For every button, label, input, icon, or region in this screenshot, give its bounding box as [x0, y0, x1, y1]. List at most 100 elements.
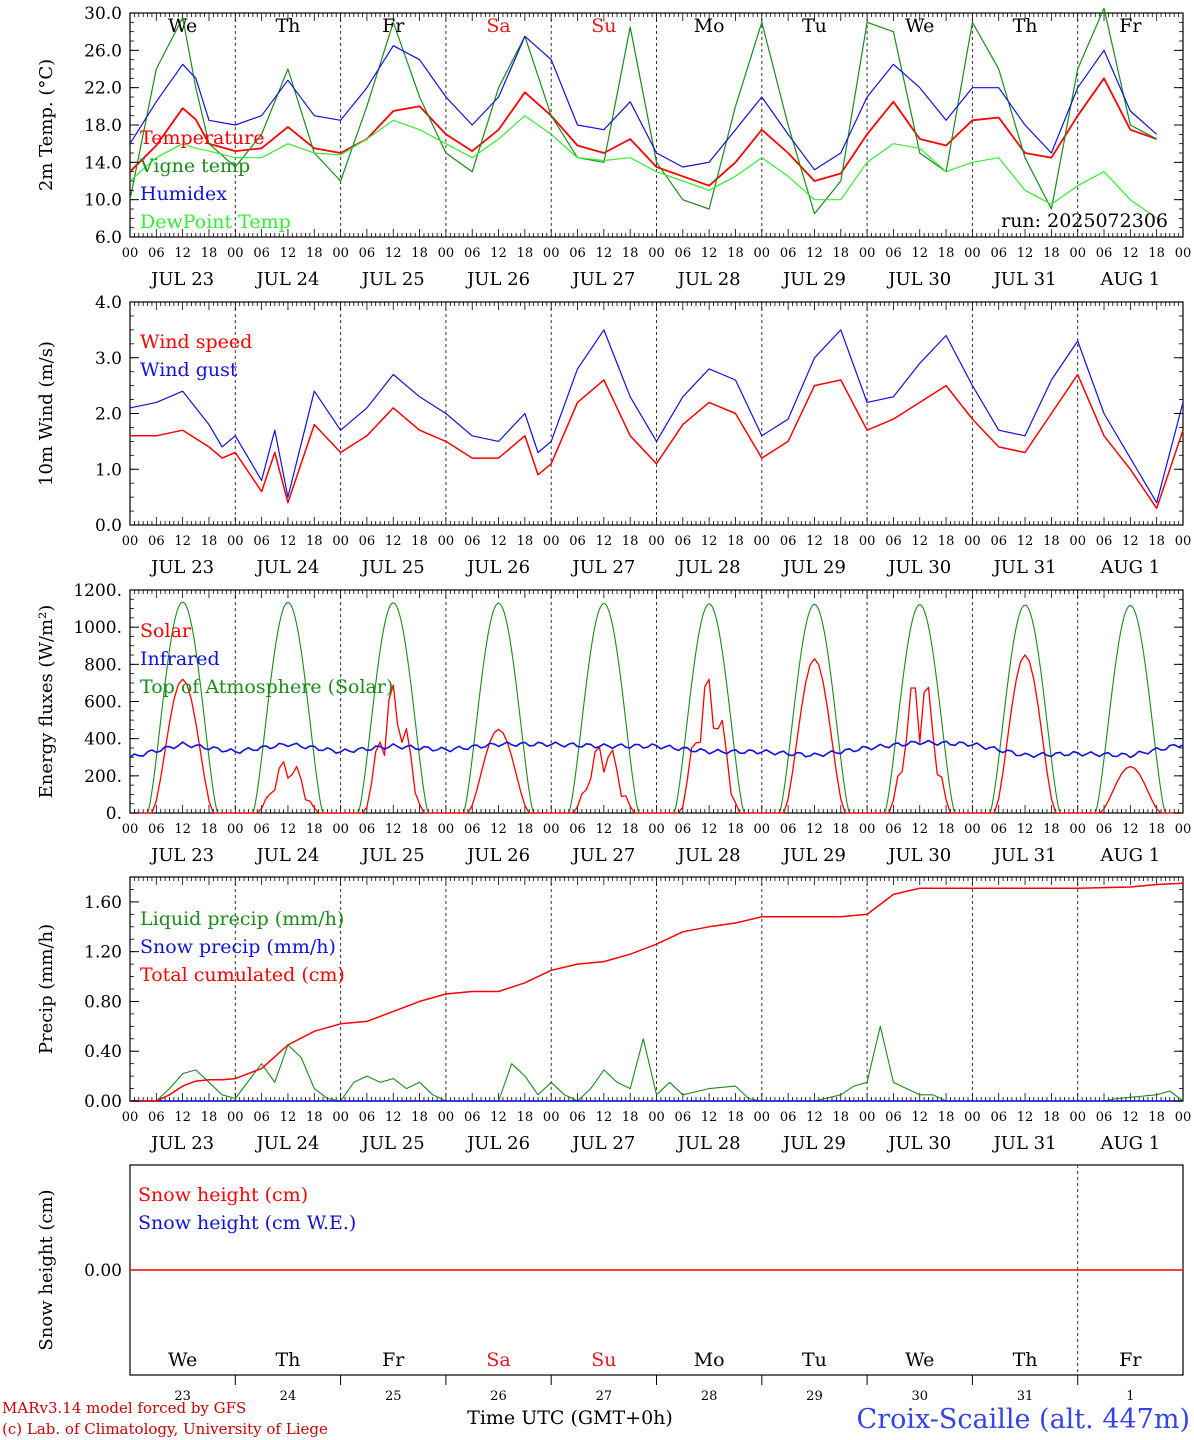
- hour-label: 06: [675, 822, 692, 837]
- hour-label: 12: [280, 534, 297, 549]
- date-label: JUL 29: [781, 269, 846, 290]
- date-label: JUL 26: [465, 1133, 530, 1154]
- panel-wind: 00 06 12 18 00 06 12 18 00 06 12 18 00 06 12 18 00 06 12 18…: [36, 293, 1191, 578]
- date-label: JUL 26: [465, 557, 530, 578]
- station-name: Croix-Scaille (alt. 447m): [857, 1404, 1190, 1435]
- legend-entry: Temperature: [140, 127, 264, 149]
- infrared-curve: [129, 739, 1184, 759]
- footer: MARv3.14 model forced by GFS (c) Lab. of …: [2, 1399, 1190, 1438]
- lab-credit: (c) Lab. of Climatology, University of L…: [2, 1420, 328, 1438]
- legend-entry: Vigne temp: [139, 155, 250, 177]
- day-label: Sa: [486, 15, 510, 37]
- legend-entry: Snow precip (mm/h): [140, 936, 336, 958]
- y-axis-title: 10m Wind (m/s): [36, 341, 57, 486]
- date-label: AUG 1: [1099, 845, 1160, 866]
- toa-curve: [761, 603, 868, 814]
- legend-entry: Solar: [140, 620, 192, 642]
- day-label: Su: [591, 15, 616, 37]
- toa-curve: [445, 602, 552, 814]
- hour-label: 06: [359, 1110, 376, 1125]
- hour-label: 06: [253, 246, 270, 261]
- hour-label: 18: [727, 822, 744, 837]
- toa-curve: [1077, 604, 1183, 814]
- hour-label: 18: [1043, 822, 1060, 837]
- hour-label: 00: [1175, 534, 1192, 549]
- hour-label: 12: [1122, 534, 1139, 549]
- hour-label: 00: [332, 534, 349, 549]
- hour-label: 00: [754, 1110, 771, 1125]
- hour-label: 18: [306, 1110, 323, 1125]
- hour-label: 12: [1017, 534, 1034, 549]
- day-label: Mo: [694, 15, 725, 37]
- date-label: JUL 29: [781, 1133, 846, 1154]
- hour-label: 18: [517, 822, 534, 837]
- panel-energy: 00 06 12 18 00 06 12 18 00 06 12 18 00 06 12 18 00 06 12 18…: [36, 581, 1191, 866]
- hour-label: 12: [490, 246, 507, 261]
- hour-label: 00: [122, 534, 139, 549]
- hour-label: 00: [543, 1110, 560, 1125]
- y-tick-label: 0.: [106, 804, 122, 824]
- hour-label: 06: [1096, 822, 1113, 837]
- solar-curve: [656, 678, 762, 814]
- hour-label: 18: [727, 534, 744, 549]
- hour-label: 12: [911, 822, 928, 837]
- hour-label: 18: [622, 1110, 639, 1125]
- hour-label: 18: [411, 246, 428, 261]
- hour-label: 12: [174, 534, 191, 549]
- hour-label: 00: [122, 1110, 139, 1125]
- hour-label: 00: [438, 1110, 455, 1125]
- hour-label: 18: [938, 246, 955, 261]
- hour-label: 18: [833, 246, 850, 261]
- hour-label: 18: [833, 822, 850, 837]
- y-axis-title: Snow height (cm): [36, 1189, 57, 1350]
- hour-label: 06: [464, 1110, 481, 1125]
- hour-label: 06: [148, 822, 165, 837]
- hour-label: 06: [990, 246, 1007, 261]
- hour-label: 12: [174, 822, 191, 837]
- hour-label: 18: [1043, 1110, 1060, 1125]
- hour-label: 12: [490, 822, 507, 837]
- hour-label: 00: [964, 534, 981, 549]
- hour-label: 12: [385, 1110, 402, 1125]
- hour-label: 12: [490, 534, 507, 549]
- series-line: [129, 77, 1157, 187]
- hour-label: 06: [675, 1110, 692, 1125]
- legend-entry: Top of Atmosphere (Solar): [140, 676, 393, 698]
- toa-curve: [972, 604, 1078, 814]
- day-label: Su: [591, 1349, 616, 1371]
- hour-label: 06: [148, 1110, 165, 1125]
- solar-curve: [340, 684, 446, 814]
- hour-label: 00: [438, 246, 455, 261]
- hour-label: 18: [1148, 534, 1165, 549]
- date-label: AUG 1: [1099, 1133, 1160, 1154]
- hour-label: 18: [622, 822, 639, 837]
- hour-label: 06: [148, 246, 165, 261]
- hour-label: 12: [1122, 822, 1139, 837]
- date-label: JUL 23: [149, 269, 214, 290]
- hour-label: 06: [780, 534, 797, 549]
- date-label: JUL 29: [781, 557, 846, 578]
- hour-label: 00: [1069, 822, 1086, 837]
- hour-label: 12: [385, 246, 402, 261]
- y-tick-label: 10.0: [84, 191, 122, 211]
- hour-label: 00: [543, 534, 560, 549]
- hour-label: 18: [1148, 822, 1165, 837]
- model-credit: MARv3.14 model forced by GFS: [2, 1399, 246, 1417]
- y-tick-label: 18.0: [84, 116, 122, 136]
- date-label: JUL 30: [886, 269, 951, 290]
- date-label: AUG 1: [1099, 269, 1160, 290]
- hour-label: 00: [964, 246, 981, 261]
- day-label: Th: [275, 1349, 300, 1371]
- day-label: Fr: [382, 1349, 405, 1371]
- hour-label: 12: [911, 246, 928, 261]
- hour-label: 06: [780, 1110, 797, 1125]
- hour-label: 18: [622, 246, 639, 261]
- hour-label: 18: [201, 246, 218, 261]
- date-label: JUL 31: [992, 557, 1057, 578]
- hour-label: 06: [885, 1110, 902, 1125]
- hour-label: 18: [833, 1110, 850, 1125]
- y-tick-label: 0.80: [84, 992, 122, 1012]
- hour-label: 06: [569, 534, 586, 549]
- hour-label: 00: [543, 822, 560, 837]
- toa-curve: [656, 603, 762, 814]
